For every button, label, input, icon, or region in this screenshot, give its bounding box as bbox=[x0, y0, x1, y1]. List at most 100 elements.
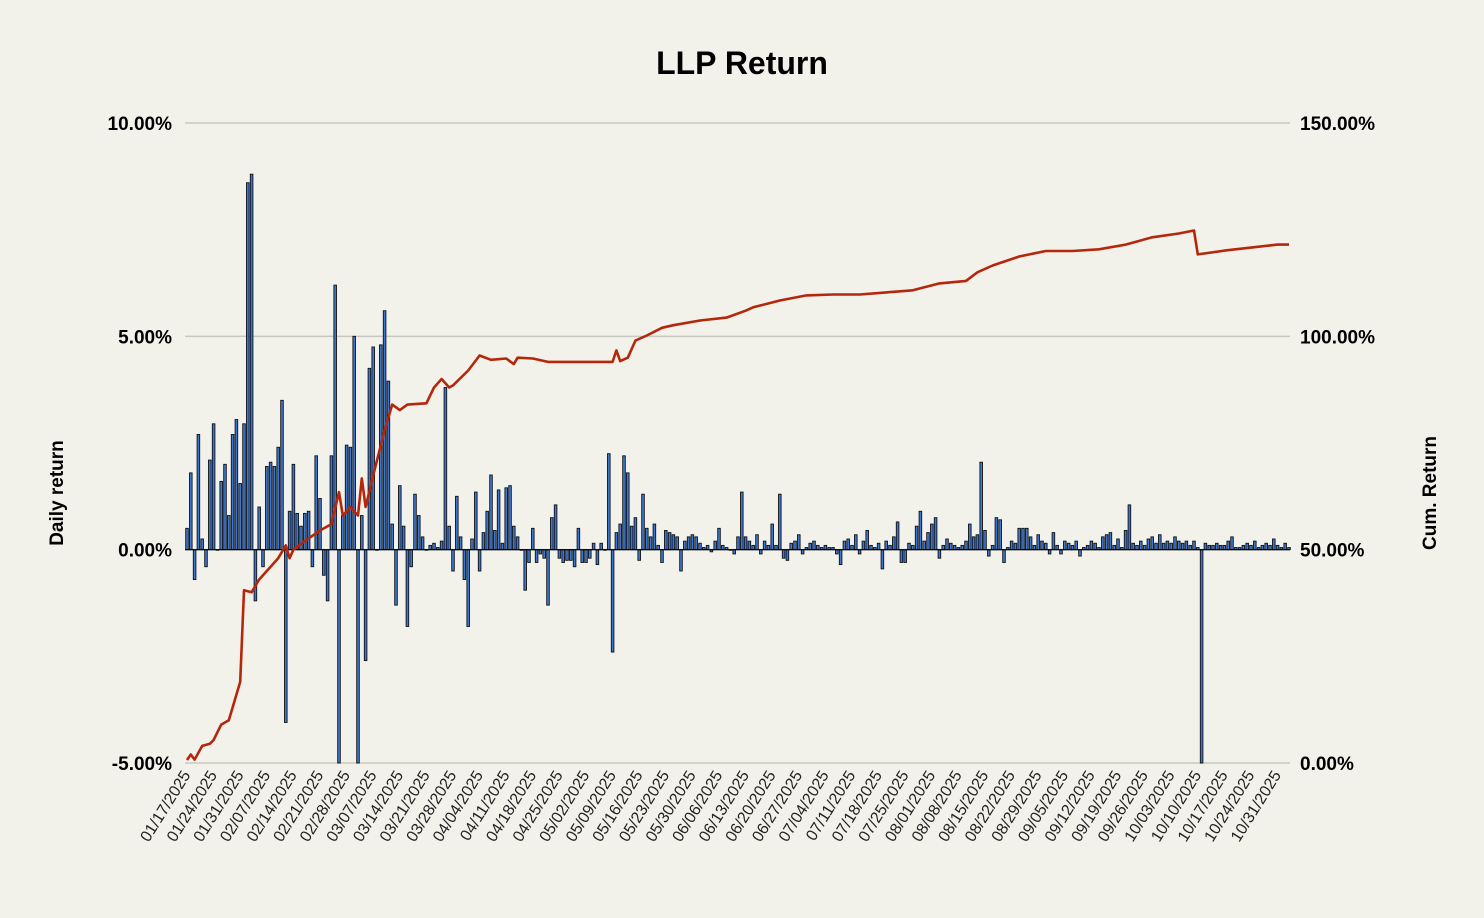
bar bbox=[1180, 542, 1185, 551]
bar bbox=[1078, 549, 1082, 557]
bar bbox=[987, 549, 991, 557]
daily-return-bars bbox=[185, 173, 1291, 764]
bar bbox=[1040, 540, 1044, 551]
bar bbox=[306, 510, 311, 551]
bar bbox=[550, 517, 554, 551]
bar bbox=[1104, 534, 1109, 551]
left-tick-label: -5.00% bbox=[112, 754, 172, 775]
bar bbox=[219, 480, 223, 551]
bar bbox=[314, 455, 318, 551]
bar bbox=[751, 544, 755, 551]
bar bbox=[766, 544, 771, 551]
bar bbox=[329, 455, 334, 551]
bar bbox=[1203, 542, 1208, 551]
bar bbox=[318, 498, 322, 551]
bar bbox=[466, 549, 470, 627]
bar bbox=[607, 453, 611, 551]
bar bbox=[998, 519, 1002, 551]
bar bbox=[1222, 544, 1227, 551]
bar bbox=[994, 517, 999, 551]
bar bbox=[439, 540, 444, 551]
bar bbox=[1215, 542, 1219, 551]
bar bbox=[838, 549, 843, 566]
bar bbox=[515, 536, 520, 551]
bar bbox=[363, 549, 368, 662]
bar bbox=[1116, 538, 1120, 551]
bar bbox=[1241, 544, 1246, 551]
bar bbox=[1150, 536, 1154, 551]
bar bbox=[781, 549, 786, 559]
bar bbox=[629, 525, 634, 551]
bar bbox=[1112, 544, 1116, 551]
bar bbox=[1025, 527, 1029, 551]
bar bbox=[949, 542, 953, 551]
bar bbox=[1192, 540, 1196, 551]
bar bbox=[808, 542, 812, 551]
bar bbox=[538, 549, 543, 555]
bar bbox=[1272, 538, 1276, 551]
bar bbox=[1142, 544, 1147, 551]
bar bbox=[975, 534, 980, 551]
bar bbox=[759, 549, 763, 555]
bar bbox=[918, 510, 923, 551]
bar bbox=[747, 540, 752, 551]
bar bbox=[204, 549, 208, 568]
bar bbox=[971, 536, 976, 551]
bar bbox=[671, 534, 676, 551]
left-tick-label: 5.00% bbox=[118, 327, 172, 348]
bar bbox=[1268, 544, 1272, 551]
right-tick-label: 50.00% bbox=[1300, 541, 1365, 562]
bar bbox=[591, 542, 596, 551]
bar bbox=[428, 544, 432, 551]
bar bbox=[1245, 542, 1249, 551]
bar bbox=[690, 534, 695, 551]
bar bbox=[344, 444, 349, 551]
bar bbox=[914, 525, 919, 551]
bar bbox=[888, 544, 892, 551]
bar bbox=[185, 527, 189, 551]
bar bbox=[618, 523, 622, 551]
bar bbox=[508, 485, 512, 551]
bar bbox=[462, 549, 467, 580]
bar bbox=[626, 472, 630, 551]
bar bbox=[356, 549, 360, 764]
bar bbox=[1146, 538, 1151, 551]
left-tick-label: 10.00% bbox=[108, 114, 173, 135]
bar bbox=[1211, 544, 1215, 551]
bar bbox=[983, 530, 987, 551]
bar bbox=[341, 515, 345, 551]
bar bbox=[200, 538, 204, 551]
bar bbox=[717, 527, 721, 551]
bar bbox=[595, 549, 600, 566]
bar bbox=[230, 434, 235, 551]
bar bbox=[907, 542, 911, 551]
right-axis-ticks: 0.00% 50.00% 100.00% 150.00% bbox=[1300, 114, 1375, 775]
bar bbox=[394, 549, 398, 606]
bar bbox=[489, 474, 493, 551]
bar bbox=[941, 544, 945, 551]
bar bbox=[785, 549, 790, 561]
bar bbox=[588, 549, 592, 559]
bar bbox=[1139, 540, 1143, 551]
bar bbox=[451, 549, 455, 572]
bar bbox=[295, 512, 299, 551]
bar bbox=[622, 455, 626, 551]
bar bbox=[778, 493, 782, 551]
bar bbox=[911, 544, 915, 551]
right-tick-label: 0.00% bbox=[1300, 754, 1354, 775]
bar bbox=[869, 544, 873, 551]
bar bbox=[208, 459, 212, 551]
bar bbox=[694, 536, 698, 551]
left-tick-label: 0.00% bbox=[118, 541, 172, 562]
bar bbox=[1047, 549, 1052, 555]
bar bbox=[945, 538, 949, 551]
bar bbox=[360, 515, 364, 551]
bar bbox=[686, 536, 691, 551]
bar bbox=[189, 472, 193, 551]
bar bbox=[432, 542, 436, 551]
bar bbox=[774, 544, 778, 551]
bar bbox=[496, 489, 501, 551]
bar bbox=[652, 523, 657, 551]
bar bbox=[584, 549, 588, 563]
bar bbox=[664, 530, 668, 551]
